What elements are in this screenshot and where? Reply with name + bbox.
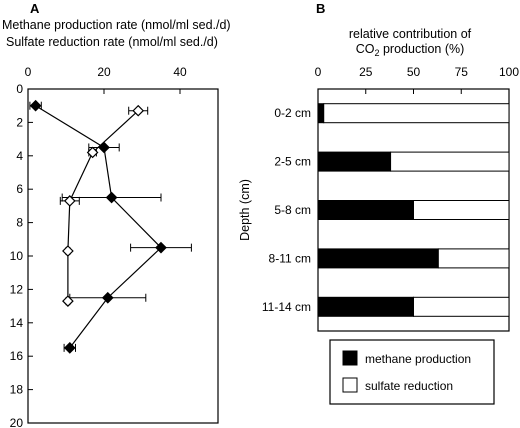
bar-segment: [413, 200, 510, 220]
filled-diamond-marker: [101, 291, 114, 304]
panel-b-label: B: [316, 1, 325, 16]
x-tick-label: 0: [25, 65, 32, 79]
x-tick-label: 20: [97, 65, 111, 79]
open-diamond-marker: [62, 245, 74, 257]
x-tick-label: 75: [455, 65, 469, 79]
y-tick-label: 14: [10, 316, 24, 330]
category-label: 0-2 cm: [274, 106, 311, 120]
x-tick-label: 25: [359, 65, 373, 79]
y-tick-label: 18: [10, 383, 24, 397]
panel-b-title-line1: relative contribution of: [349, 27, 472, 41]
y-tick-label: 10: [10, 249, 24, 263]
filled-diamond-marker: [29, 99, 42, 112]
category-label: 11-14 cm: [262, 300, 311, 314]
panel-a-title-line2: Sulfate reduction rate (nmol/ml sed./d): [6, 35, 218, 49]
filled-diamond-marker: [98, 141, 110, 154]
legend-box: [329, 339, 495, 405]
y-tick-label: 2: [16, 115, 23, 129]
legend-label: methane production: [365, 352, 471, 366]
panel-a-title-line1: Methane production rate (nmol/ml sed./d): [2, 18, 231, 32]
filled-diamond-marker: [155, 241, 167, 254]
category-label: 5-8 cm: [274, 203, 311, 217]
series-2-line: [67, 110, 139, 302]
panel-a-chart: 0 20 40 0 2 4 6 8 10 12 14 16 18 20: [10, 65, 219, 428]
bar-segment: [317, 151, 392, 172]
x-tick-label: 40: [173, 65, 187, 79]
legend-swatch: [342, 377, 358, 393]
x-tick-label: 50: [407, 65, 421, 79]
y-tick-label: 6: [16, 182, 23, 196]
y-tick-label: 12: [10, 282, 24, 296]
category-label: 2-5 cm: [274, 155, 311, 169]
x-tick-label: 100: [499, 65, 519, 79]
bar-segment: [437, 248, 510, 269]
bar-segment: [413, 296, 510, 317]
x-tick-label: 0: [315, 65, 322, 79]
bar-segment: [317, 200, 414, 220]
open-diamond-marker: [62, 295, 74, 307]
open-diamond-marker: [132, 104, 145, 117]
bar-segment: [323, 103, 510, 124]
open-diamond-marker: [63, 195, 76, 207]
legend-swatch: [342, 350, 358, 366]
category-label: 8-11 cm: [269, 251, 311, 265]
y-tick-label: 0: [16, 82, 23, 96]
y-tick-label: 16: [10, 349, 24, 363]
open-diamond-marker: [86, 146, 99, 159]
bar-segment: [317, 248, 439, 269]
y-tick-label: 4: [16, 149, 23, 163]
y-tick-label: 20: [10, 416, 24, 428]
panel-b-title-line2: CO2 production (%): [356, 42, 465, 58]
panel-a-frame: [27, 88, 219, 424]
filled-diamond-marker: [63, 342, 76, 354]
panel-a-label: A: [30, 1, 40, 16]
panel-b-ylabel: Depth (cm): [238, 179, 252, 241]
panel-b-chart: 0 25 50 75 100 0-2 cm 2-5 cm 5-8 cm 8-11 cm 11-14…: [262, 65, 519, 405]
legend-label: sulfate reduction: [365, 379, 453, 393]
bar-segment: [390, 151, 510, 172]
bar-segment: [317, 296, 414, 317]
filled-diamond-marker: [105, 191, 118, 204]
series-1-line: [35, 105, 162, 349]
bar-segment: [317, 103, 325, 124]
y-tick-label: 8: [16, 216, 23, 230]
